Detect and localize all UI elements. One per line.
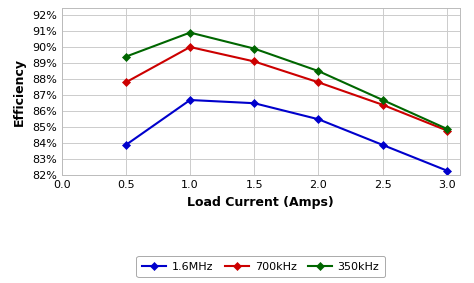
- 1.6MHz: [444, 169, 450, 172]
- 1.6MHz: [251, 102, 257, 105]
- 350kHz: [187, 31, 193, 34]
- Line: 350kHz: 350kHz: [123, 30, 450, 132]
- 700kHz: [187, 45, 193, 49]
- 700kHz: [123, 81, 128, 84]
- 1.6MHz: [123, 143, 128, 147]
- 350kHz: [316, 69, 321, 73]
- Line: 1.6MHz: 1.6MHz: [123, 97, 450, 173]
- 350kHz: [251, 47, 257, 50]
- 700kHz: [251, 60, 257, 63]
- 700kHz: [380, 103, 385, 106]
- 350kHz: [444, 127, 450, 130]
- Line: 700kHz: 700kHz: [123, 44, 450, 133]
- Legend: 1.6MHz, 700kHz, 350kHz: 1.6MHz, 700kHz, 350kHz: [137, 256, 385, 277]
- 1.6MHz: [187, 98, 193, 102]
- 1.6MHz: [380, 143, 385, 147]
- X-axis label: Load Current (Amps): Load Current (Amps): [187, 196, 334, 209]
- 700kHz: [444, 129, 450, 132]
- 350kHz: [380, 98, 385, 102]
- 700kHz: [316, 81, 321, 84]
- 350kHz: [123, 55, 128, 58]
- 1.6MHz: [316, 117, 321, 121]
- Y-axis label: Efficiency: Efficiency: [13, 58, 27, 126]
